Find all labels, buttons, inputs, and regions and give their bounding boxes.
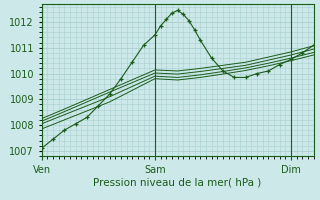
X-axis label: Pression niveau de la mer( hPa ): Pression niveau de la mer( hPa ) (93, 178, 262, 188)
